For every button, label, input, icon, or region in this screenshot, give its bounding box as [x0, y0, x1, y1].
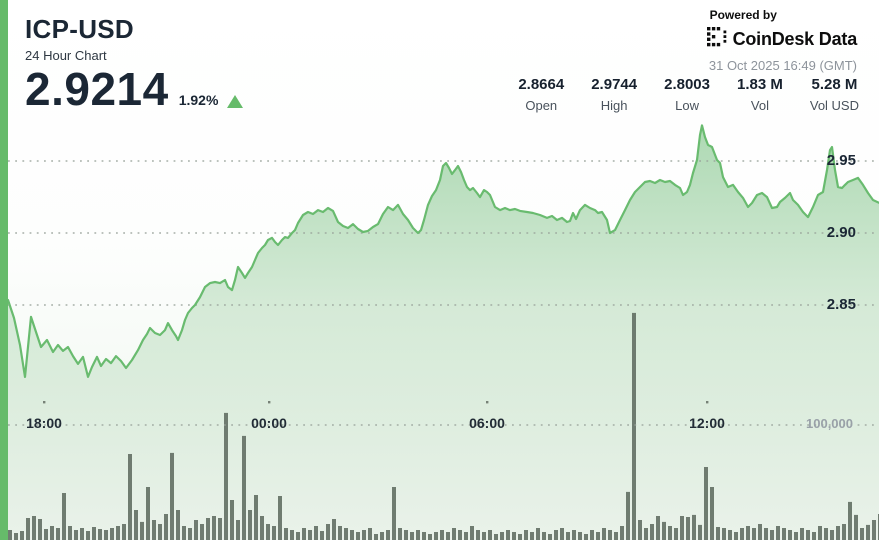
- current-price: 2.9214: [25, 63, 169, 115]
- stat-low-value: 2.8003: [664, 76, 710, 93]
- volume-axis-label: 100,000: [806, 416, 853, 431]
- page-title: ICP-USD: [25, 14, 134, 44]
- y-axis-label-285: 2.85: [826, 296, 856, 313]
- stat-low-label: Low: [675, 98, 699, 113]
- y-axis-label-295: 2.95: [826, 152, 856, 169]
- stat-vol-usd: 5.28 M Vol USD: [810, 76, 859, 113]
- price-change-percent: 1.92%: [178, 92, 219, 108]
- stat-vol-value: 1.83 M: [737, 76, 783, 93]
- stat-high-label: High: [600, 98, 628, 113]
- powered-by-label: Powered by: [709, 8, 777, 22]
- x-axis-label-0000: 00:00: [251, 415, 287, 431]
- x-axis-label-0600: 06:00: [469, 415, 505, 431]
- stat-high: 2.9744 High: [591, 76, 637, 113]
- chart-header: ICP-USD 24 Hour Chart: [25, 14, 134, 63]
- price-row: 2.9214 1.92%: [25, 63, 244, 115]
- stats-row: 2.8664 Open 2.9744 High 2.8003 Low 1.83 …: [518, 76, 859, 113]
- x-axis-label-1800: 18:00: [26, 415, 62, 431]
- chart-subtitle: 24 Hour Chart: [25, 48, 107, 63]
- stat-low: 2.8003 Low: [664, 76, 710, 113]
- stat-vol: 1.83 M Vol: [737, 76, 783, 113]
- x-axis-label-1200: 12:00: [689, 415, 725, 431]
- up-arrow-icon: [227, 95, 244, 108]
- stat-vol-usd-value: 5.28 M: [811, 76, 858, 93]
- brand-block: Powered by CoinDesk Data 31 Oct 202: [706, 8, 858, 73]
- stat-high-value: 2.9744: [591, 76, 638, 93]
- stat-vol-label: Vol: [750, 98, 769, 113]
- stat-open: 2.8664 Open: [518, 76, 564, 113]
- accent-bar: [0, 0, 8, 540]
- timestamp: 31 Oct 2025 16:49 (GMT): [708, 58, 857, 73]
- stat-open-label: Open: [525, 98, 558, 113]
- coindesk-logo-icon: [706, 26, 728, 52]
- brand-name: CoinDesk Data: [732, 28, 858, 49]
- stat-vol-usd-label: Vol USD: [809, 98, 859, 113]
- stat-open-value: 2.8664: [518, 76, 565, 93]
- y-axis-label-290: 2.90: [826, 224, 856, 241]
